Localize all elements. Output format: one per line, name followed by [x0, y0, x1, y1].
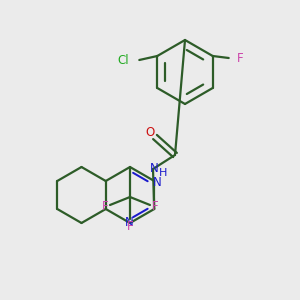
Text: N: N [124, 215, 134, 229]
Text: H: H [159, 168, 167, 178]
Text: N: N [150, 161, 158, 175]
Text: F: F [127, 220, 133, 233]
Text: F: F [152, 200, 158, 212]
Text: F: F [102, 200, 108, 212]
Text: N: N [153, 176, 162, 190]
Text: O: O [146, 127, 154, 140]
Text: Cl: Cl [118, 53, 129, 67]
Text: F: F [237, 52, 243, 64]
